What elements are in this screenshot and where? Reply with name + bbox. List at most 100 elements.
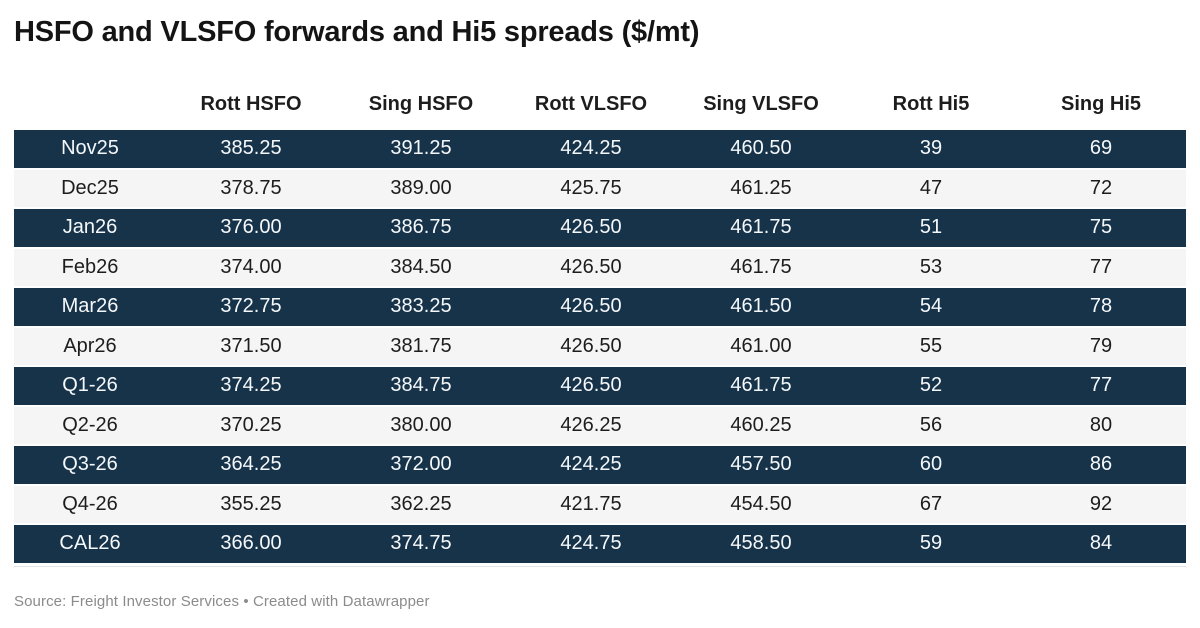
- table-row: Q2-26 370.25 380.00 426.25 460.25 56 80: [14, 406, 1186, 444]
- table-cell: 384.50: [336, 248, 506, 286]
- table-row: Q1-26 374.25 384.75 426.50 461.75 52 77: [14, 367, 1186, 405]
- table-cell: 53: [846, 248, 1016, 286]
- table-row: Feb26 374.00 384.50 426.50 461.75 53 77: [14, 248, 1186, 286]
- row-label: CAL26: [14, 525, 166, 563]
- table-cell: 374.75: [336, 525, 506, 563]
- table-cell: 460.50: [676, 130, 846, 168]
- table-cell: 380.00: [336, 406, 506, 444]
- table-cell: 385.25: [166, 130, 336, 168]
- table-cell: 370.25: [166, 406, 336, 444]
- table-cell: 389.00: [336, 169, 506, 207]
- table-cell: 364.25: [166, 446, 336, 484]
- table-cell: 376.00: [166, 209, 336, 247]
- table-cell: 426.50: [506, 248, 676, 286]
- row-label: Apr26: [14, 327, 166, 365]
- table-cell: 86: [1016, 446, 1186, 484]
- table-cell: 381.75: [336, 327, 506, 365]
- table-cell: 384.75: [336, 367, 506, 405]
- table-cell: 92: [1016, 485, 1186, 523]
- table-cell: 426.25: [506, 406, 676, 444]
- table-cell: 426.50: [506, 367, 676, 405]
- row-label: Nov25: [14, 130, 166, 168]
- column-header: Sing Hi5: [1060, 93, 1141, 115]
- table-cell: 51: [846, 209, 1016, 247]
- table-row: Jan26 376.00 386.75 426.50 461.75 51 75: [14, 209, 1186, 247]
- table-cell: 59: [846, 525, 1016, 563]
- table-row: Dec25 378.75 389.00 425.75 461.25 47 72: [14, 169, 1186, 207]
- table-cell: 371.50: [166, 327, 336, 365]
- corner-header: [14, 92, 166, 128]
- table-header: Rott HSFO Sing HSFO Rott VLSFO Sing VLSFO Ro…: [14, 92, 1186, 128]
- table-cell: 426.50: [506, 209, 676, 247]
- row-label: Q4-26: [14, 485, 166, 523]
- table-cell: 54: [846, 288, 1016, 326]
- table-cell: 378.75: [166, 169, 336, 207]
- table-cell: 424.75: [506, 525, 676, 563]
- table-cell: 72: [1016, 169, 1186, 207]
- row-label: Dec25: [14, 169, 166, 207]
- row-label: Jan26: [14, 209, 166, 247]
- table-cell: 386.75: [336, 209, 506, 247]
- table-cell: 426.50: [506, 288, 676, 326]
- table-cell: 458.50: [676, 525, 846, 563]
- table-cell: 80: [1016, 406, 1186, 444]
- table-cell: 77: [1016, 248, 1186, 286]
- table-cell: 355.25: [166, 485, 336, 523]
- table-cell: 457.50: [676, 446, 846, 484]
- forwards-table: Rott HSFO Sing HSFO Rott VLSFO Sing VLSFO Ro…: [14, 90, 1186, 565]
- table-cell: 362.25: [336, 485, 506, 523]
- table-cell: 52: [846, 367, 1016, 405]
- table-cell: 75: [1016, 209, 1186, 247]
- row-label: Q3-26: [14, 446, 166, 484]
- column-header: Sing HSFO: [368, 93, 474, 115]
- table-cell: 39: [846, 130, 1016, 168]
- row-label: Q2-26: [14, 406, 166, 444]
- table-cell: 421.75: [506, 485, 676, 523]
- header-row: Rott HSFO Sing HSFO Rott VLSFO Sing VLSFO Ro…: [14, 92, 1186, 128]
- row-label: Mar26: [14, 288, 166, 326]
- row-label: Feb26: [14, 248, 166, 286]
- table-cell: 77: [1016, 367, 1186, 405]
- source-attribution: Source: Freight Investor Services • Crea…: [14, 592, 430, 610]
- table-cell: 374.00: [166, 248, 336, 286]
- table-cell: 79: [1016, 327, 1186, 365]
- table-row: Q4-26 355.25 362.25 421.75 454.50 67 92: [14, 485, 1186, 523]
- table-cell: 78: [1016, 288, 1186, 326]
- table-cell: 60: [846, 446, 1016, 484]
- table-cell: 372.00: [336, 446, 506, 484]
- table-cell: 461.75: [676, 209, 846, 247]
- table-row: Nov25 385.25 391.25 424.25 460.50 39 69: [14, 130, 1186, 168]
- column-header: Rott Hi5: [892, 93, 970, 115]
- table-cell: 461.00: [676, 327, 846, 365]
- table-cell: 56: [846, 406, 1016, 444]
- table-cell: 461.25: [676, 169, 846, 207]
- table-row: Apr26 371.50 381.75 426.50 461.00 55 79: [14, 327, 1186, 365]
- table-cell: 374.25: [166, 367, 336, 405]
- table-cell: 424.25: [506, 130, 676, 168]
- table-body: Nov25 385.25 391.25 424.25 460.50 39 69 Dec25 37…: [14, 130, 1186, 563]
- table-cell: 454.50: [676, 485, 846, 523]
- table-cell: 461.75: [676, 367, 846, 405]
- table-wrapper: Rott HSFO Sing HSFO Rott VLSFO Sing VLSFO Ro…: [14, 90, 1186, 567]
- table-cell: 383.25: [336, 288, 506, 326]
- table-cell: 67: [846, 485, 1016, 523]
- table-cell: 426.50: [506, 327, 676, 365]
- chart-container: HSFO and VLSFO forwards and Hi5 spreads …: [14, 16, 1186, 567]
- table-row: Mar26 372.75 383.25 426.50 461.50 54 78: [14, 288, 1186, 326]
- column-header: Rott VLSFO: [534, 93, 648, 115]
- table-cell: 47: [846, 169, 1016, 207]
- table-row: CAL26 366.00 374.75 424.75 458.50 59 84: [14, 525, 1186, 563]
- table-cell: 391.25: [336, 130, 506, 168]
- table-cell: 424.25: [506, 446, 676, 484]
- table-cell: 461.50: [676, 288, 846, 326]
- table-cell: 84: [1016, 525, 1186, 563]
- table-row: Q3-26 364.25 372.00 424.25 457.50 60 86: [14, 446, 1186, 484]
- chart-title: HSFO and VLSFO forwards and Hi5 spreads …: [14, 16, 700, 48]
- table-cell: 460.25: [676, 406, 846, 444]
- table-cell: 366.00: [166, 525, 336, 563]
- table-cell: 55: [846, 327, 1016, 365]
- row-label: Q1-26: [14, 367, 166, 405]
- column-header: Sing VLSFO: [703, 93, 819, 115]
- column-header: Rott HSFO: [200, 93, 302, 115]
- table-cell: 425.75: [506, 169, 676, 207]
